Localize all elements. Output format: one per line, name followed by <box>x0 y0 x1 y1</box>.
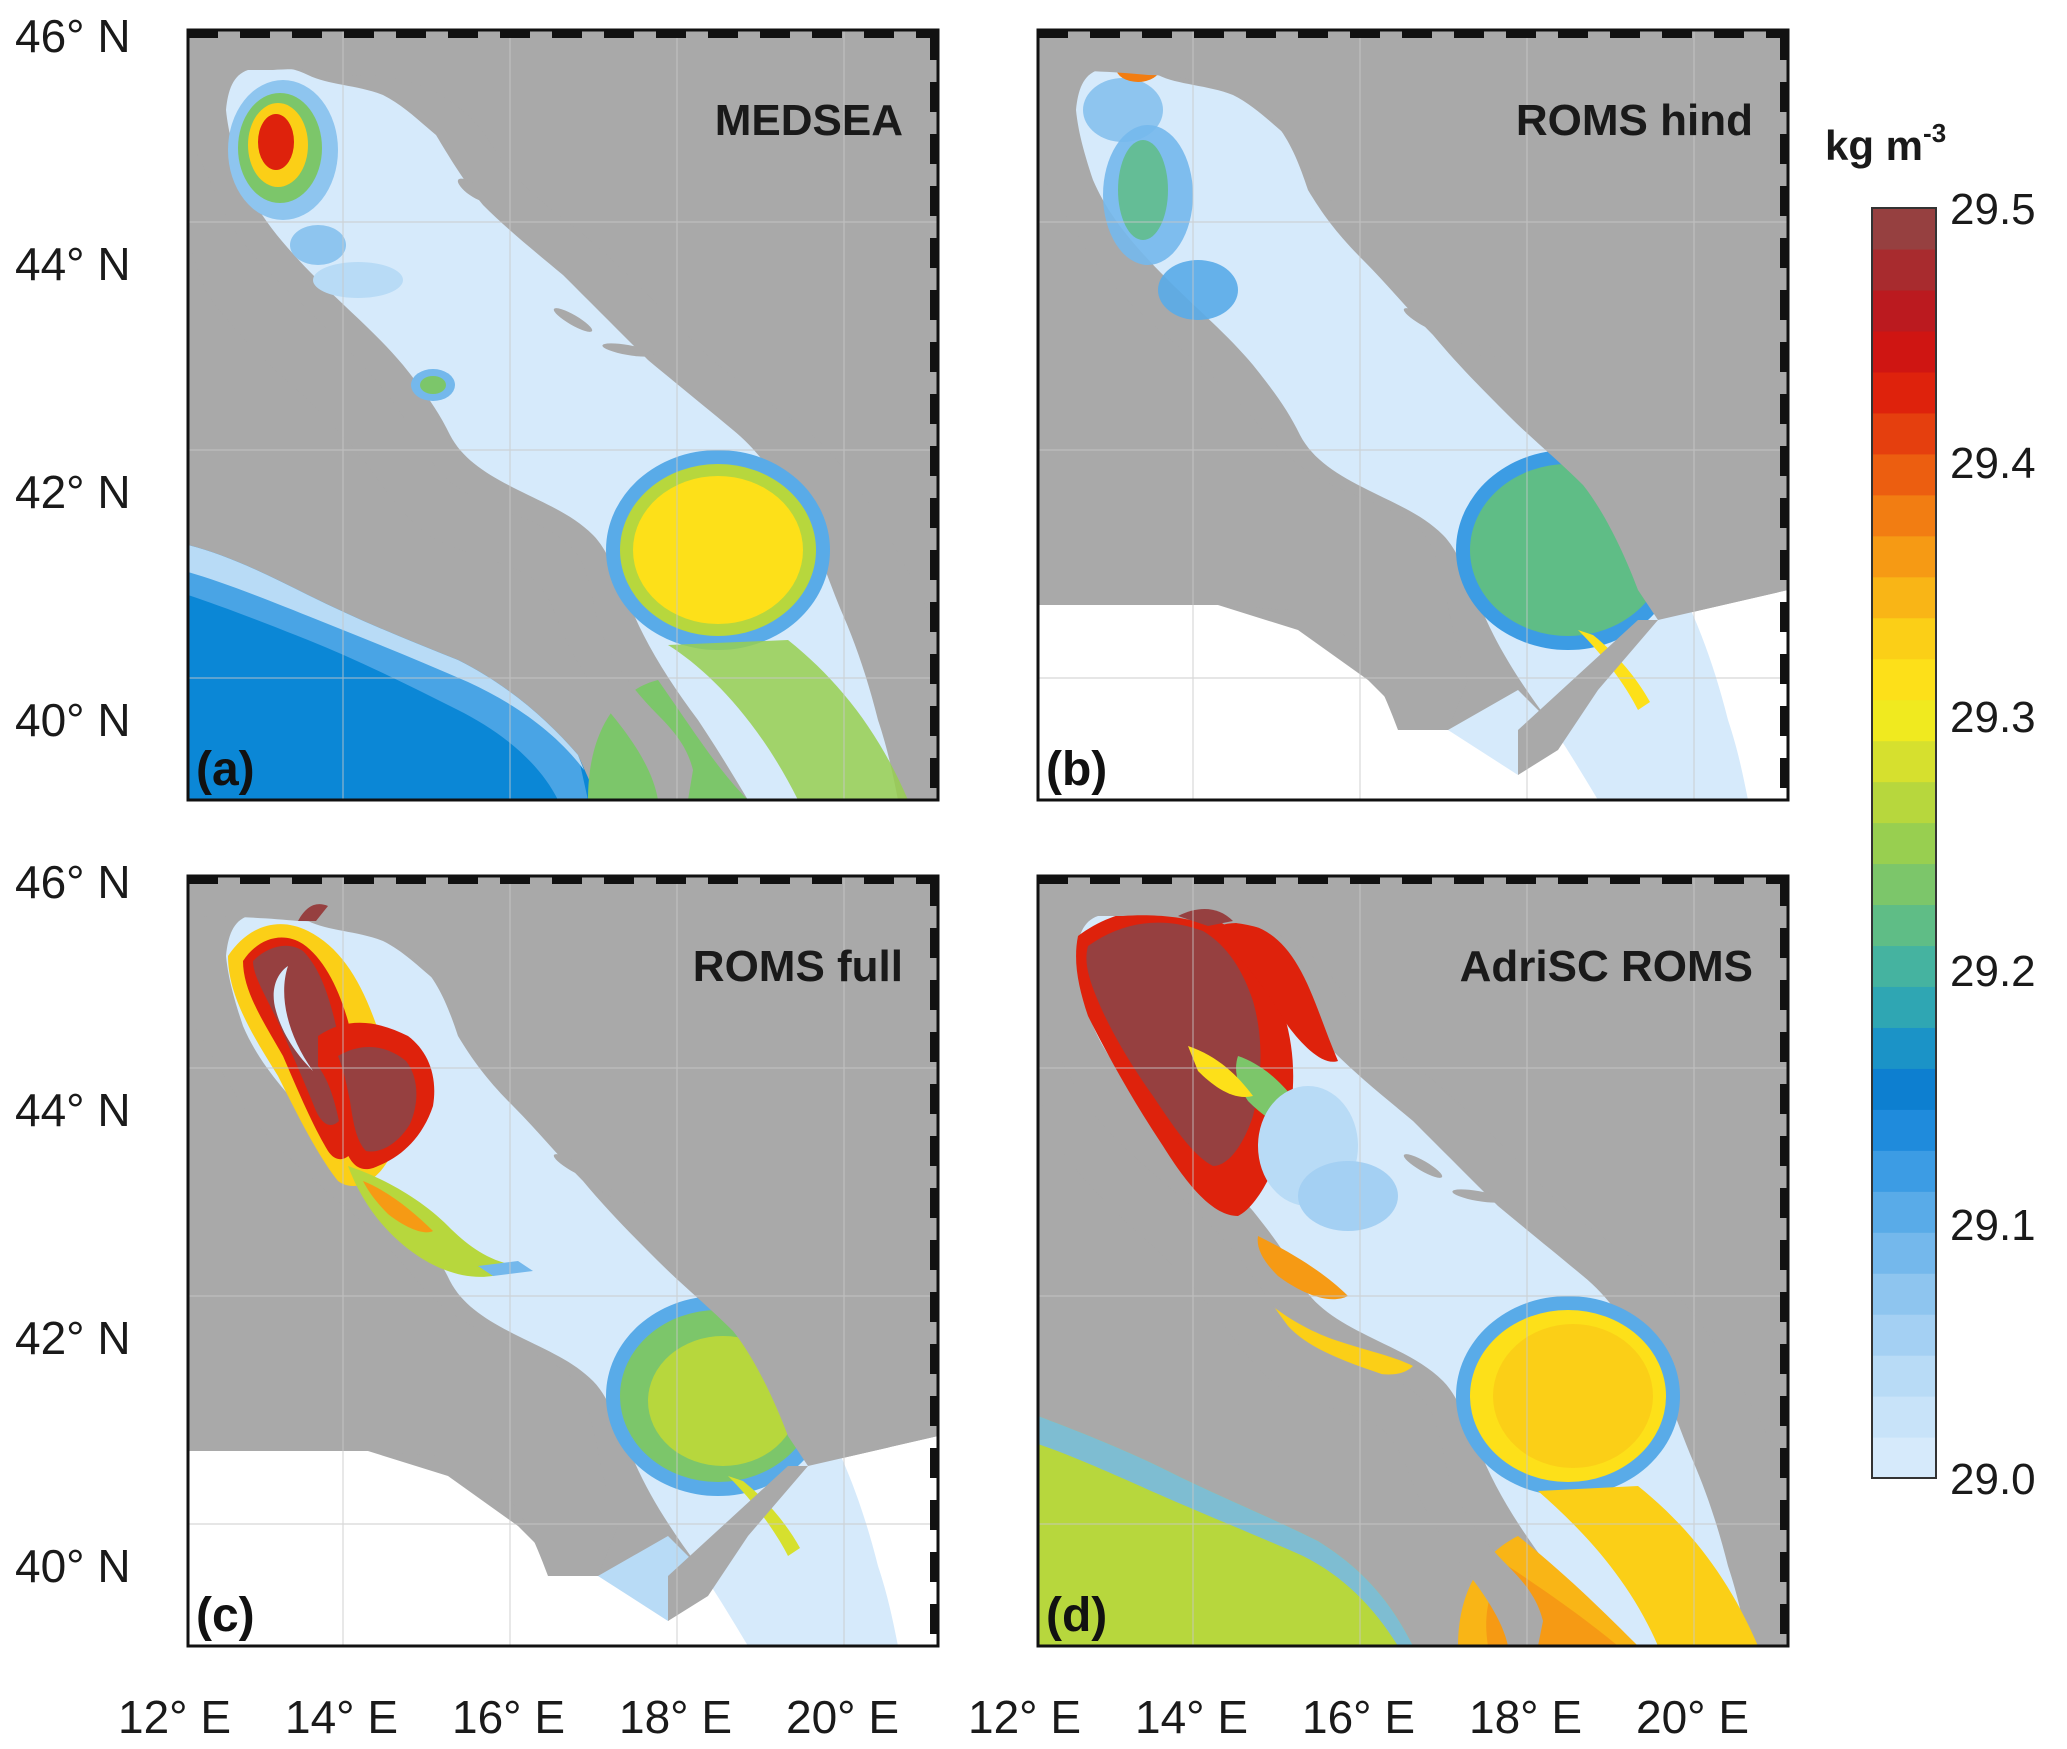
lat-label-46-bottom: 46° N <box>15 856 131 908</box>
colorbar-block <box>1872 1232 1936 1274</box>
colorbar-block <box>1872 986 1936 1028</box>
lon-labels-right-column: 12° E 14° E 16° E 18° E 20° E <box>968 1691 1749 1743</box>
colorbar-tick-label: 29.4 <box>1950 439 2036 488</box>
colorbar-block <box>1872 535 1936 578</box>
colorbar-tick-label: 29.0 <box>1950 1455 2036 1504</box>
colorbar-block <box>1872 781 1936 824</box>
colorbar-block <box>1872 1068 1936 1110</box>
colorbar: kg m-3 29.5 29.4 29.3 29.2 29.1 29.0 <box>1825 118 2036 1504</box>
colorbar-block <box>1872 1273 1936 1315</box>
lon-label-16-left: 16° E <box>452 1691 565 1743</box>
colorbar-block <box>1872 822 1936 865</box>
lat-label-40-bottom: 40° N <box>15 1540 131 1592</box>
lon-label-12-right: 12° E <box>968 1691 1081 1743</box>
lat-label-42-bottom: 42° N <box>15 1312 131 1364</box>
colorbar-block <box>1872 699 1936 742</box>
colorbar-unit-exponent: -3 <box>1923 118 1946 148</box>
panel-title-b: ROMS hind <box>1516 96 1753 145</box>
lon-label-14-right: 14° E <box>1135 1691 1248 1743</box>
colorbar-block <box>1872 248 1936 291</box>
colorbar-block <box>1872 289 1936 332</box>
colorbar-block <box>1872 1437 1936 1479</box>
colorbar-block <box>1872 904 1936 947</box>
lon-label-20-left: 20° E <box>786 1691 899 1743</box>
lon-label-16-right: 16° E <box>1302 1691 1415 1743</box>
colorbar-block <box>1872 1396 1936 1438</box>
colorbar-block <box>1872 863 1936 906</box>
colorbar-block <box>1872 1191 1936 1233</box>
map-panel-b: ROMS hind (b) <box>1036 28 1790 802</box>
colorbar-block <box>1872 371 1936 414</box>
panel-letter-c: (c) <box>196 1589 255 1642</box>
colorbar-tick-label: 29.5 <box>1950 185 2036 234</box>
colorbar-block <box>1872 494 1936 537</box>
lon-labels-left-column: 12° E 14° E 16° E 18° E 20° E <box>118 1691 899 1743</box>
colorbar-block <box>1872 1314 1936 1356</box>
lon-label-14-left: 14° E <box>285 1691 398 1743</box>
panel-letter-a: (a) <box>196 743 255 796</box>
colorbar-tick-label: 29.1 <box>1950 1201 2036 1250</box>
colorbar-tick-label: 29.2 <box>1950 947 2036 996</box>
colorbar-block <box>1872 1027 1936 1069</box>
panel-letter-d: (d) <box>1046 1589 1107 1642</box>
colorbar-frame <box>1871 207 1937 1479</box>
colorbar-block <box>1872 576 1936 619</box>
lon-label-12-left: 12° E <box>118 1691 231 1743</box>
colorbar-block <box>1872 1355 1936 1397</box>
lat-label-40-top: 40° N <box>15 694 131 746</box>
colorbar-unit-label: kg m-3 <box>1825 118 1946 169</box>
lat-label-46-top: 46° N <box>15 10 131 62</box>
map-panel-c: ROMS full (c) <box>186 874 940 1648</box>
colorbar-block <box>1872 1109 1936 1151</box>
panel-title-c: ROMS full <box>693 942 903 991</box>
colorbar-block <box>1872 658 1936 701</box>
lat-label-42-top: 42° N <box>15 466 131 518</box>
lat-labels-bottom: 46° N 44° N 42° N 40° N <box>15 856 131 1592</box>
colorbar-block <box>1872 453 1936 496</box>
lat-label-44-bottom: 44° N <box>15 1084 131 1136</box>
colorbar-block <box>1872 1150 1936 1192</box>
colorbar-unit-base: kg m <box>1825 122 1923 169</box>
colorbar-ticks: 29.5 29.4 29.3 29.2 29.1 29.0 <box>1950 185 2036 1504</box>
panel-letter-b: (b) <box>1046 743 1107 796</box>
colorbar-block <box>1872 208 1936 250</box>
panel-title-d: AdriSC ROMS <box>1460 942 1753 991</box>
lat-labels-top: 46° N 44° N 42° N 40° N <box>15 10 131 746</box>
lon-label-18-left: 18° E <box>619 1691 732 1743</box>
map-panel-a: MEDSEA (a) <box>186 28 940 802</box>
panel-title-a: MEDSEA <box>715 96 903 145</box>
colorbar-tick-label: 29.3 <box>1950 693 2036 742</box>
colorbar-block <box>1872 945 1936 987</box>
colorbar-block <box>1872 330 1936 373</box>
lon-label-20-right: 20° E <box>1636 1691 1749 1743</box>
colorbar-block <box>1872 412 1936 455</box>
colorbar-block <box>1872 617 1936 660</box>
map-panel-d: AdriSC ROMS (d) <box>1036 874 1790 1648</box>
lat-label-44-top: 44° N <box>15 238 131 290</box>
colorbar-block <box>1872 740 1936 783</box>
colorbar-gradient <box>1872 208 1936 1479</box>
lon-label-18-right: 18° E <box>1469 1691 1582 1743</box>
